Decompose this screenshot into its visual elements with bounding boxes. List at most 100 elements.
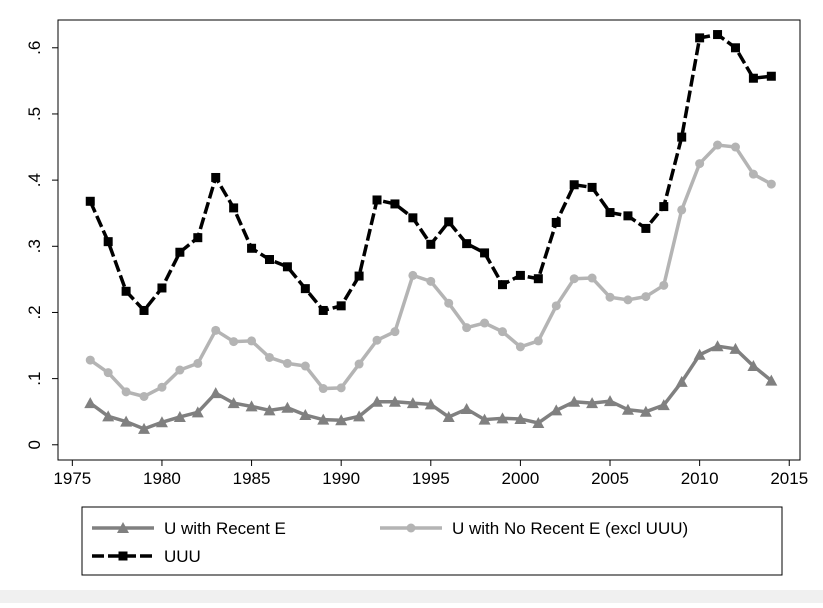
data-point [120, 415, 133, 427]
data-point [281, 401, 294, 413]
data-point [121, 286, 131, 296]
y-tick-label: .1 [25, 372, 44, 386]
data-point [336, 301, 346, 311]
data-point [372, 195, 382, 205]
data-point [729, 342, 742, 354]
data-point [157, 382, 167, 392]
data-point [424, 398, 437, 410]
data-point [551, 217, 561, 227]
data-point [460, 403, 473, 415]
data-point [514, 412, 527, 424]
data-point [390, 327, 400, 337]
data-point [621, 403, 634, 415]
data-point [713, 30, 723, 40]
data-point [657, 399, 670, 411]
data-point [426, 276, 436, 286]
data-point [317, 413, 330, 425]
data-point [497, 280, 507, 290]
data-point [515, 270, 525, 280]
data-point [747, 360, 760, 372]
y-tick-label: .6 [25, 41, 44, 55]
y-tick-label: .4 [25, 173, 44, 187]
bottom-strip [0, 590, 823, 603]
data-point [462, 239, 472, 249]
x-tick-label: 1975 [53, 469, 91, 488]
legend-marker [406, 523, 416, 533]
data-point [444, 298, 454, 308]
data-point [442, 410, 455, 422]
data-point [408, 213, 418, 223]
data-point [211, 172, 221, 182]
data-point [139, 305, 149, 315]
data-point [300, 284, 310, 294]
data-point [85, 196, 95, 206]
data-point [551, 301, 561, 311]
data-point [85, 355, 95, 365]
data-point [300, 361, 310, 371]
data-point [211, 325, 221, 335]
data-point [639, 405, 652, 417]
data-point [175, 247, 185, 257]
data-point [390, 199, 400, 209]
data-point [693, 348, 706, 360]
y-tick-label: .5 [25, 107, 44, 121]
data-point [569, 180, 579, 190]
data-point [229, 203, 239, 213]
data-point [157, 283, 167, 293]
y-tick-label: 0 [25, 440, 44, 449]
data-point [336, 383, 346, 393]
data-point [497, 327, 507, 337]
x-tick-label: 1995 [412, 469, 450, 488]
data-point [604, 395, 617, 407]
data-point [569, 274, 579, 284]
data-point [318, 305, 328, 315]
data-point [532, 416, 545, 428]
data-point [245, 400, 258, 412]
data-point [408, 270, 418, 280]
data-point [515, 342, 525, 352]
data-point [175, 365, 185, 375]
y-tick-label: .3 [25, 239, 44, 253]
data-point [766, 71, 776, 81]
data-point [695, 33, 705, 43]
data-point [264, 255, 274, 265]
legend-box [81, 506, 783, 576]
data-point [282, 262, 292, 272]
data-point [677, 205, 687, 215]
data-point [641, 223, 651, 233]
data-point [191, 406, 204, 418]
data-point [193, 233, 203, 243]
data-point [478, 413, 491, 425]
data-point [587, 182, 597, 192]
legend-label: UUU [164, 547, 201, 566]
data-point [533, 336, 543, 346]
data-point [766, 179, 776, 189]
data-point [444, 217, 454, 227]
data-point [586, 397, 599, 409]
data-point [247, 336, 257, 346]
data-point [372, 335, 382, 345]
data-point [659, 202, 669, 212]
data-point [480, 318, 490, 328]
data-point [496, 412, 509, 424]
x-tick-label: 2010 [681, 469, 719, 488]
data-point [480, 248, 490, 258]
data-point [103, 368, 113, 378]
data-point [121, 387, 131, 397]
data-point [318, 384, 328, 394]
data-point [550, 404, 563, 416]
data-point [406, 397, 419, 409]
data-point [623, 295, 633, 305]
y-tick-label: .2 [25, 305, 44, 319]
data-point [605, 292, 615, 302]
data-point [193, 358, 203, 368]
legend-label: U with Recent E [164, 519, 286, 538]
data-point [102, 410, 115, 422]
x-tick-label: 1990 [322, 469, 360, 488]
data-point [730, 142, 740, 152]
data-point [713, 140, 723, 150]
x-tick-label: 2005 [591, 469, 629, 488]
data-point [568, 395, 581, 407]
data-point [84, 397, 97, 409]
